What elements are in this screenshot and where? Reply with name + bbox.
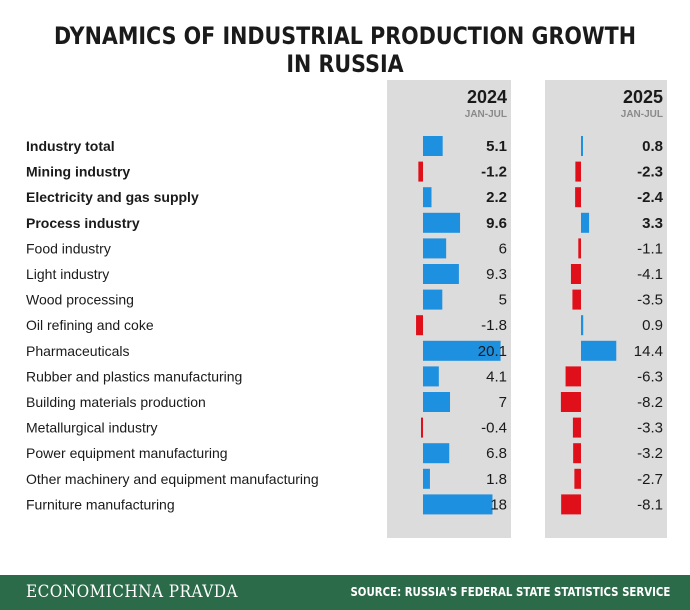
bar-2024 — [423, 289, 443, 310]
value-label-2024: 5 — [499, 292, 507, 309]
value-label-2025: 3.3 — [642, 215, 663, 232]
value-label-2024: -0.4 — [481, 420, 507, 437]
bar-2024 — [418, 161, 423, 182]
bar-2025 — [574, 468, 581, 489]
category-label: Light industry — [26, 266, 109, 282]
category-label: Food industry — [26, 240, 111, 256]
year-header-2025: 2025 — [623, 87, 663, 107]
value-label-2025: -2.4 — [637, 189, 664, 206]
source-note: SOURCE: RUSSIA'S FEDERAL STATE STATISTIC… — [350, 585, 670, 599]
category-label: Furniture manufacturing — [26, 496, 175, 512]
value-label-2025: 14.4 — [634, 343, 663, 360]
category-label: Wood processing — [26, 292, 134, 308]
bar-2025 — [573, 443, 581, 464]
category-label: Electricity and gas supply — [26, 189, 199, 205]
bar-2024 — [423, 238, 447, 259]
value-label-2024: 6 — [499, 240, 507, 257]
value-label-2025: -3.5 — [637, 292, 663, 309]
bar-2025 — [570, 264, 581, 284]
bar-2025 — [581, 136, 583, 156]
panel-2025 — [545, 80, 667, 538]
value-label-2025: -4.1 — [637, 266, 663, 283]
bar-2025 — [581, 315, 584, 336]
panels: 2024 JAN-JUL 2025 JAN-JUL — [387, 80, 667, 538]
value-label-2025: 0.8 — [642, 138, 663, 155]
bar-2024 — [423, 392, 451, 412]
bar-2024 — [423, 264, 459, 284]
bar-2024 — [423, 366, 439, 387]
bar-2024 — [423, 187, 432, 208]
value-label-2025: -2.3 — [637, 164, 663, 181]
value-label-2024: 6.8 — [486, 445, 507, 462]
value-label-2025: -8.1 — [637, 496, 663, 513]
value-label-2024: 9.6 — [486, 215, 507, 232]
category-label: Mining industry — [26, 164, 130, 180]
category-label: Oil refining and coke — [26, 317, 154, 333]
value-labels: 5.1 0.8 -1.2 -2.3 2.2 -2.4 9.6 3.3 6 -1.1 9.3 -4.1 5… — [478, 138, 664, 513]
value-label-2024: -1.2 — [481, 164, 507, 181]
category-label: Other machinery and equipment manufactur… — [26, 471, 319, 487]
category-label: Rubber and plastics manufacturing — [26, 368, 242, 384]
period-label-2025: JAN-JUL — [621, 109, 663, 120]
value-label-2024: 20.1 — [478, 343, 507, 360]
category-labels: Industry total Mining industry Electricity… — [26, 138, 319, 512]
year-header-2024: 2024 — [467, 87, 507, 107]
bar-2025 — [565, 366, 581, 387]
bar-2025 — [560, 392, 581, 412]
value-label-2025: -2.7 — [637, 471, 663, 488]
category-label: Process industry — [26, 215, 140, 231]
value-label-2024: 4.1 — [486, 368, 507, 385]
brand-logo: ECONOMICHNA PRAVDA — [26, 582, 238, 602]
bar-2025 — [572, 417, 581, 438]
bars — [416, 136, 617, 515]
value-label-2024: 2.2 — [486, 189, 507, 206]
bar-2025 — [572, 289, 581, 310]
bar-2024 — [423, 340, 501, 361]
category-label: Metallurgical industry — [26, 420, 158, 436]
bar-2025 — [575, 187, 581, 208]
footer-bar: ECONOMICHNA PRAVDA SOURCE: RUSSIA'S FEDE… — [0, 575, 690, 610]
bar-2024 — [423, 136, 443, 156]
bar-2024 — [416, 315, 423, 336]
bar-2024 — [421, 417, 423, 438]
category-label: Industry total — [26, 138, 115, 154]
bar-2025 — [561, 494, 581, 515]
bar-2025 — [578, 238, 581, 259]
period-label-2024: JAN-JUL — [465, 109, 507, 120]
value-label-2024: 18 — [490, 496, 507, 513]
value-label-2025: -6.3 — [637, 368, 663, 385]
bar-2024 — [423, 212, 461, 233]
value-label-2025: 0.9 — [642, 317, 663, 334]
category-label: Pharmaceuticals — [26, 343, 130, 359]
bar-2025 — [575, 161, 581, 182]
bar-2025 — [581, 340, 617, 361]
value-label-2024: 9.3 — [486, 266, 507, 283]
value-label-2024: 7 — [499, 394, 507, 411]
bar-2024 — [423, 494, 493, 515]
value-label-2025: -8.2 — [637, 394, 663, 411]
value-label-2024: 1.8 — [486, 471, 507, 488]
bar-2025 — [581, 212, 590, 233]
value-label-2024: 5.1 — [486, 138, 507, 155]
bar-2024 — [423, 443, 450, 464]
chart-area: 2024 JAN-JUL 2025 JAN-JUL Industry total Min… — [26, 80, 667, 538]
chart-title: DYNAMICS OF INDUSTRIAL PRODUCTION GROWTH… — [53, 22, 637, 78]
value-label-2025: -3.3 — [637, 420, 663, 437]
value-label-2024: -1.8 — [481, 317, 507, 334]
category-label: Building materials production — [26, 394, 206, 410]
bar-2024 — [423, 468, 430, 489]
value-label-2025: -3.2 — [637, 445, 663, 462]
value-label-2025: -1.1 — [637, 240, 663, 257]
category-label: Power equipment manufacturing — [26, 445, 228, 461]
